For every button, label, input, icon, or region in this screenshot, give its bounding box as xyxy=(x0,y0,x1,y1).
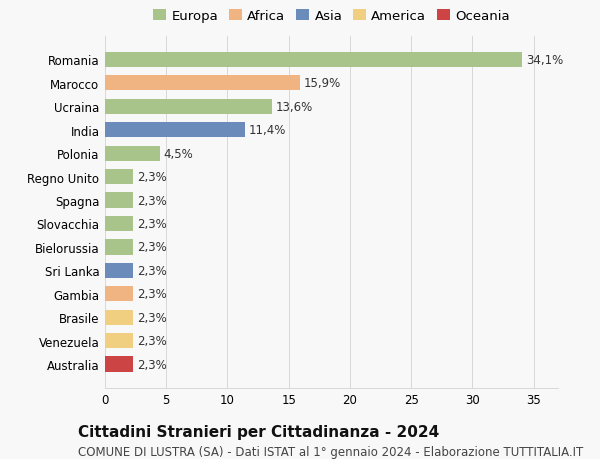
Text: 2,3%: 2,3% xyxy=(137,264,167,277)
Text: 11,4%: 11,4% xyxy=(248,124,286,137)
Bar xyxy=(105,146,160,162)
Bar xyxy=(105,123,245,138)
Bar xyxy=(105,76,299,91)
Bar xyxy=(105,216,133,232)
Bar xyxy=(105,286,133,302)
Bar xyxy=(105,357,133,372)
Text: 2,3%: 2,3% xyxy=(137,218,167,230)
Bar xyxy=(105,100,272,115)
Bar xyxy=(105,333,133,348)
Text: 34,1%: 34,1% xyxy=(526,54,563,67)
Bar xyxy=(105,263,133,278)
Text: 2,3%: 2,3% xyxy=(137,311,167,324)
Bar xyxy=(105,310,133,325)
Text: 4,5%: 4,5% xyxy=(164,147,194,160)
Legend: Europa, Africa, Asia, America, Oceania: Europa, Africa, Asia, America, Oceania xyxy=(149,6,514,27)
Text: 2,3%: 2,3% xyxy=(137,288,167,301)
Text: 2,3%: 2,3% xyxy=(137,358,167,371)
Text: 2,3%: 2,3% xyxy=(137,241,167,254)
Bar xyxy=(105,240,133,255)
Text: 2,3%: 2,3% xyxy=(137,171,167,184)
Text: 15,9%: 15,9% xyxy=(304,77,341,90)
Text: COMUNE DI LUSTRA (SA) - Dati ISTAT al 1° gennaio 2024 - Elaborazione TUTTITALIA.: COMUNE DI LUSTRA (SA) - Dati ISTAT al 1°… xyxy=(78,445,583,458)
Text: 2,3%: 2,3% xyxy=(137,335,167,347)
Bar xyxy=(105,193,133,208)
Text: 13,6%: 13,6% xyxy=(275,101,313,113)
Text: 2,3%: 2,3% xyxy=(137,194,167,207)
Text: Cittadini Stranieri per Cittadinanza - 2024: Cittadini Stranieri per Cittadinanza - 2… xyxy=(78,425,439,440)
Bar xyxy=(105,170,133,185)
Bar xyxy=(105,53,523,68)
